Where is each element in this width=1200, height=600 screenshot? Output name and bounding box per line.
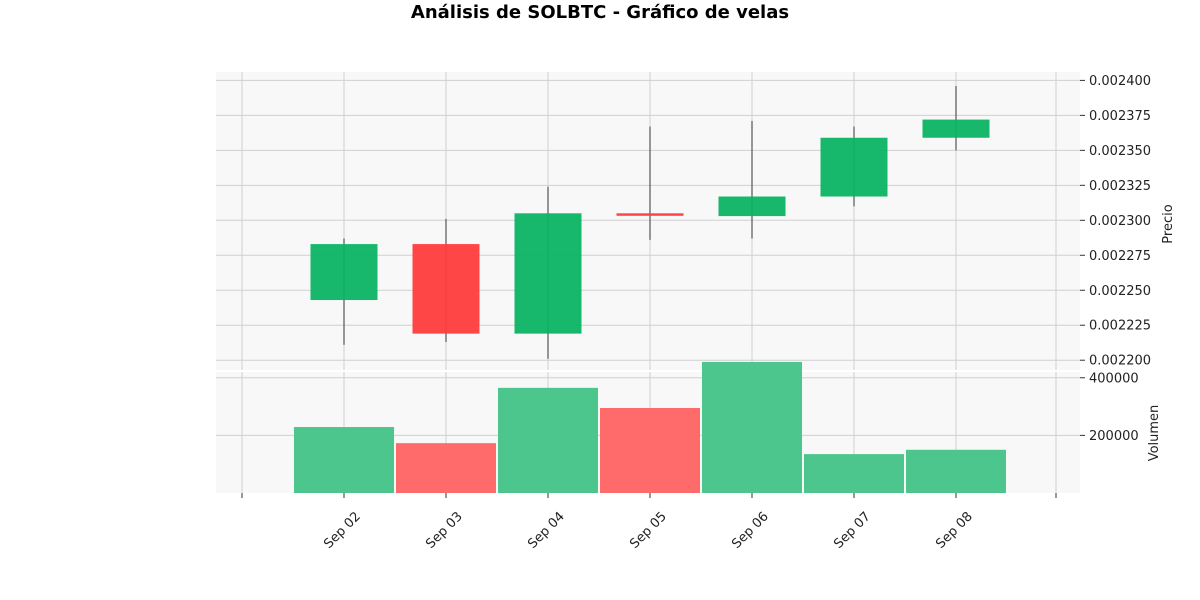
candle-body <box>514 213 582 334</box>
x-tick-label: Sep 04 <box>525 509 568 552</box>
y-axis-label-price: Precio <box>1161 204 1176 243</box>
y-tick-label-price: 0.002375 <box>1089 109 1151 124</box>
volume-bar <box>600 408 700 493</box>
candle-body <box>412 244 480 334</box>
candle-body <box>616 213 684 216</box>
volume-bar <box>396 443 496 493</box>
x-tick-label: Sep 02 <box>321 509 364 552</box>
x-tick-label: Sep 07 <box>831 509 874 552</box>
candle-body <box>718 196 786 217</box>
candle-body <box>922 119 990 138</box>
x-tick-label: Sep 05 <box>627 509 670 552</box>
x-tick-label: Sep 08 <box>933 509 976 552</box>
volume-bar <box>498 387 598 493</box>
x-tick-label: Sep 03 <box>423 509 466 552</box>
candle-body <box>310 244 378 301</box>
y-axis-label-volume: Volumen <box>1147 405 1162 462</box>
y-tick-label-price: 0.002200 <box>1089 354 1151 369</box>
y-tick-label-price: 0.002300 <box>1089 214 1151 229</box>
volume-bar <box>294 427 394 493</box>
volume-bar <box>804 454 904 493</box>
y-tick-label-price: 0.002275 <box>1089 249 1151 264</box>
y-tick-label-volume: 200000 <box>1089 429 1139 444</box>
candle-body <box>820 137 888 197</box>
y-tick-label-price: 0.002325 <box>1089 179 1151 194</box>
volume-bars <box>294 361 1006 493</box>
chart-title: Análisis de SOLBTC - Gráfico de velas <box>411 2 789 23</box>
volume-bar <box>702 361 802 493</box>
y-tick-label-price: 0.002350 <box>1089 144 1151 159</box>
x-tick-label: Sep 06 <box>729 509 772 552</box>
volume-bar <box>906 449 1006 493</box>
y-tick-label-price: 0.002400 <box>1089 74 1151 89</box>
y-tick-label-price: 0.002250 <box>1089 284 1151 299</box>
y-tick-label-volume: 400000 <box>1089 371 1139 386</box>
y-tick-label-price: 0.002225 <box>1089 319 1151 334</box>
candles <box>310 85 990 359</box>
